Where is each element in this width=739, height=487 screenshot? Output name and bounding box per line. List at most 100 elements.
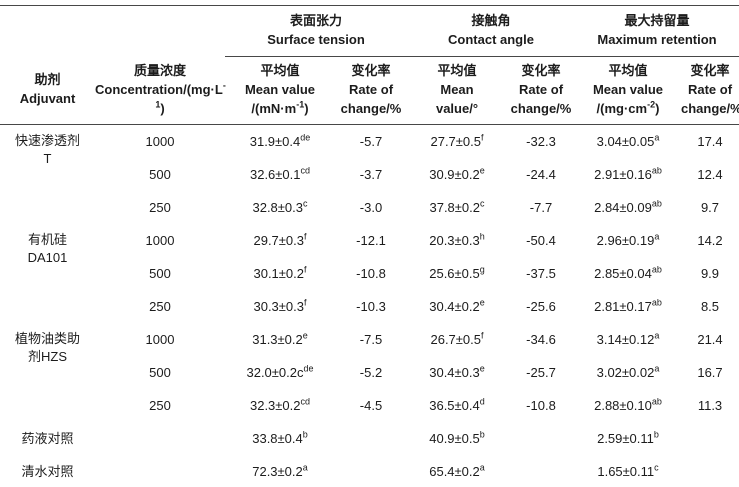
value-cell: -5.7: [359, 133, 383, 149]
value-cell: 32.0±0.2cde: [246, 363, 314, 380]
value-cell: 2.59±0.11b: [597, 429, 659, 446]
table-row: 500 32.6±0.1cd -3.7 30.9±0.2e -24.4 2.91±0.16…: [0, 158, 739, 191]
value-cell: -7.7: [529, 199, 553, 215]
column-header-st-mean: 平均值 Mean value/(mN·m-1): [225, 56, 335, 125]
value-cell: 30.4±0.2e: [429, 297, 485, 314]
table-row: 250 32.3±0.2cd -4.5 36.5±0.4d -10.8 2.88±0.10…: [0, 389, 739, 422]
value-cell: 21.4: [697, 331, 723, 347]
adjuvant-effects-table: 表面张力 Surface tension 接触角 Contact angle 最大持…: [0, 5, 739, 487]
adjuvant-cell: 有机硅 DA101: [27, 232, 68, 265]
value-cell: -7.5: [359, 331, 383, 347]
value-cell: 17.4: [697, 133, 723, 149]
sub-header-row: 助剂 Adjuvant 质量浓度 Concentration/(mg·L-1) 平均…: [0, 56, 739, 125]
value-cell: 3.02±0.02a: [596, 363, 660, 380]
value-cell: [681, 455, 739, 487]
adjuvant-cell: 药液对照: [21, 430, 74, 446]
column-header-mr-rate: 变化率 Rate of change/%: [681, 56, 739, 125]
value-cell: 25.6±0.5g: [429, 264, 485, 281]
adjuvant-cell: 植物油类助 剂HZS: [14, 331, 80, 364]
value-cell: 26.7±0.5f: [430, 330, 484, 347]
value-cell: [335, 422, 407, 455]
value-cell: 20.3±0.3h: [429, 231, 485, 248]
value-cell: -4.5: [359, 397, 383, 413]
value-cell: -3.0: [359, 199, 383, 215]
table-row: 有机硅 DA101 1000 29.7±0.3f -12.1 20.3±0.3h -50.4…: [0, 224, 739, 265]
table-body: 快速渗透剂 T 1000 31.9±0.4de -5.7 27.7±0.5f -32.3 3.…: [0, 125, 739, 487]
value-cell: 30.9±0.2e: [429, 165, 485, 182]
value-cell: 2.96±0.19a: [596, 231, 660, 248]
value-cell: 16.7: [697, 364, 723, 380]
value-cell: 9.9: [700, 265, 720, 281]
value-cell: [681, 422, 739, 455]
column-header-mr-mean: 平均值 Mean value/(mg·cm-2): [575, 56, 681, 125]
value-cell: -10.3: [356, 298, 386, 314]
value-cell: -10.8: [526, 397, 556, 413]
column-header-adjuvant: 助剂 Adjuvant: [0, 56, 95, 125]
value-cell: -10.8: [356, 265, 386, 281]
value-cell: 30.3±0.3f: [253, 297, 307, 314]
adjuvant-cell: 快速渗透剂 T: [14, 133, 80, 166]
concentration-cell: 500: [149, 364, 171, 380]
value-cell: 3.14±0.12a: [596, 330, 660, 347]
value-cell: 30.1±0.2f: [253, 264, 307, 281]
value-cell: -25.7: [526, 364, 556, 380]
value-cell: 11.3: [697, 397, 723, 413]
value-cell: 2.81±0.17ab: [594, 297, 662, 314]
value-cell: -12.1: [356, 232, 386, 248]
group-header-surface-tension: 表面张力 Surface tension: [225, 5, 407, 57]
table-row: 清水对照 72.3±0.2a 65.4±0.2a 1.65±0.11c: [0, 455, 739, 487]
table-row: 500 32.0±0.2cde -5.2 30.4±0.3e -25.7 3.02±0.0…: [0, 356, 739, 389]
value-cell: -24.4: [526, 166, 556, 182]
value-cell: -34.6: [526, 331, 556, 347]
value-cell: 36.5±0.4d: [429, 396, 485, 413]
table-row: 药液对照 33.8±0.4b 40.9±0.5b 2.59±0.11b: [0, 422, 739, 455]
concentration-cell: 1000: [145, 133, 175, 149]
group-header-contact-angle: 接触角 Contact angle: [407, 5, 575, 57]
table-header: 表面张力 Surface tension 接触角 Contact angle 最大持…: [0, 5, 739, 125]
value-cell: [507, 422, 575, 455]
value-cell: 12.4: [697, 166, 723, 182]
value-cell: 8.5: [700, 298, 720, 314]
value-cell: 29.7±0.3f: [253, 231, 307, 248]
table-row: 250 30.3±0.3f -10.3 30.4±0.2e -25.6 2.81±0.17…: [0, 290, 739, 323]
concentration-cell: 250: [149, 397, 171, 413]
value-cell: -32.3: [526, 133, 556, 149]
value-cell: 32.6±0.1cd: [249, 165, 311, 182]
group-header-maximum-retention: 最大持留量 Maximum retention: [575, 5, 739, 57]
value-cell: -37.5: [526, 265, 556, 281]
value-cell: 2.91±0.16ab: [594, 165, 662, 182]
value-cell: 30.4±0.3e: [429, 363, 485, 380]
value-cell: -25.6: [526, 298, 556, 314]
value-cell: [335, 455, 407, 487]
value-cell: 32.3±0.2cd: [249, 396, 311, 413]
value-cell: -3.7: [359, 166, 383, 182]
value-cell: 65.4±0.2a: [429, 462, 485, 479]
value-cell: 72.3±0.2a: [252, 462, 308, 479]
concentration-cell: 1000: [145, 232, 175, 248]
value-cell: 9.7: [700, 199, 720, 215]
concentration-cell: 500: [149, 166, 171, 182]
table-row: 500 30.1±0.2f -10.8 25.6±0.5g -37.5 2.85±0.04…: [0, 257, 739, 290]
column-header-ca-mean: 平均值 Mean value/°: [407, 56, 507, 125]
column-header-concentration: 质量浓度 Concentration/(mg·L-1): [95, 56, 226, 125]
concentration-cell: [95, 455, 225, 487]
table-row: 植物油类助 剂HZS 1000 31.3±0.2e -7.5 26.7±0.5f -34.6…: [0, 323, 739, 364]
group-header-spacer-adjuvant: [0, 6, 95, 57]
table-row: 快速渗透剂 T 1000 31.9±0.4de -5.7 27.7±0.5f -32.3 3.…: [0, 125, 739, 166]
value-cell: 33.8±0.4b: [252, 429, 308, 446]
concentration-cell: 500: [149, 265, 171, 281]
table-row: 250 32.8±0.3c -3.0 37.8±0.2c -7.7 2.84±0.09ab…: [0, 191, 739, 224]
value-cell: 2.84±0.09ab: [594, 198, 662, 215]
value-cell: -5.2: [359, 364, 383, 380]
value-cell: 2.85±0.04ab: [594, 264, 662, 281]
value-cell: 37.8±0.2c: [429, 198, 485, 215]
value-cell: 32.8±0.3c: [252, 198, 308, 215]
adjuvant-cell: 清水对照: [21, 463, 74, 479]
value-cell: -50.4: [526, 232, 556, 248]
value-cell: [507, 455, 575, 487]
group-header-row: 表面张力 Surface tension 接触角 Contact angle 最大持…: [0, 5, 739, 57]
concentration-cell: 250: [149, 199, 171, 215]
value-cell: 1.65±0.11c: [597, 462, 659, 479]
concentration-cell: [95, 422, 225, 455]
